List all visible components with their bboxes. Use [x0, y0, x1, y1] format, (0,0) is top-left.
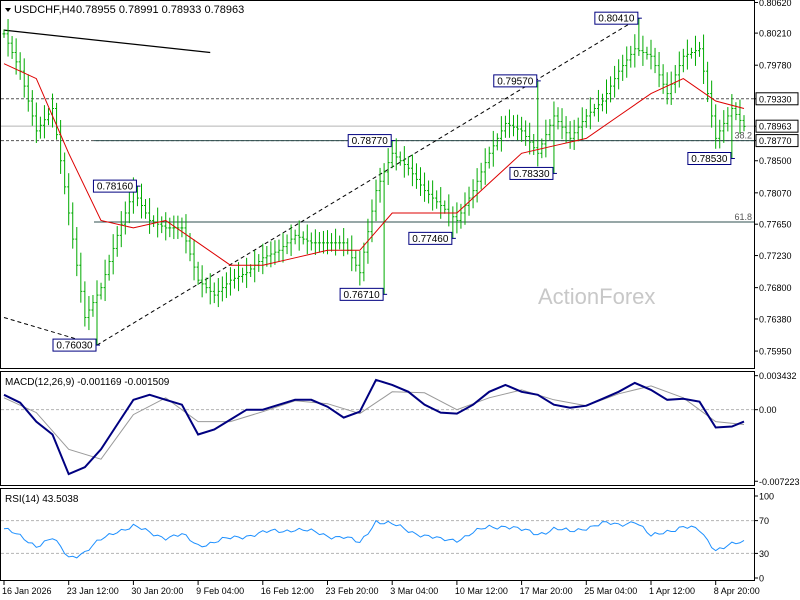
- moving-average-line: [3, 63, 745, 266]
- time-axis: 16 Jan 2026 23 Jan 12:00 30 Jan 20:00 9 Feb…: [2, 581, 760, 596]
- pivot-label: 0.76710: [344, 290, 381, 301]
- price-axis-label: 0.77650: [759, 220, 792, 230]
- trendline: [96, 17, 640, 346]
- pivot-label-box: [493, 74, 538, 88]
- pivot-label-box: [92, 179, 137, 193]
- price-axis-label: 0.78070: [759, 188, 792, 198]
- rsi-axis-label: 70: [759, 516, 769, 526]
- pivot-label-box: [509, 166, 554, 180]
- time-axis-label: 8 Apr 20:00: [714, 586, 760, 596]
- price-axis-label: 0.80620: [759, 0, 792, 8]
- pivot-label: 0.78770: [352, 136, 389, 147]
- pivot-label: 0.80410: [598, 14, 635, 25]
- rsi-axis-label: 30: [759, 549, 769, 559]
- price-marker-label: 0.78770: [759, 136, 792, 146]
- pivot-label: 0.77460: [412, 234, 449, 245]
- pivot-label-box: [347, 134, 392, 148]
- price-marker-label: 0.79330: [759, 94, 792, 104]
- price-marker-box: [755, 134, 799, 148]
- macd-panel[interactable]: [0, 371, 755, 486]
- macd-axis-label: 0.003432: [759, 371, 797, 381]
- pivot-label-box: [687, 152, 732, 166]
- watermark: ActionForex: [538, 284, 655, 309]
- pivot-label-box: [408, 231, 453, 245]
- time-axis-label: 30 Jan 20:00: [131, 586, 183, 596]
- pivot-label-box: [339, 287, 384, 301]
- pivot-label-box: [594, 11, 639, 25]
- time-axis-label: 3 Mar 04:00: [390, 586, 438, 596]
- time-axis-label: 10 Mar 12:00: [455, 586, 508, 596]
- time-axis-label: 23 Feb 20:00: [325, 586, 378, 596]
- price-marker-label: 0.78963: [759, 122, 792, 132]
- trendline: [3, 29, 211, 54]
- rsi-title: RSI(14) 43.5038: [5, 494, 79, 505]
- rsi-panel[interactable]: [0, 488, 755, 581]
- time-axis-label: 23 Jan 12:00: [67, 586, 119, 596]
- rsi-line: [3, 519, 745, 559]
- price-axis-label: 0.77230: [759, 251, 792, 261]
- rsi-plot: 100 70 30 0: [1, 492, 774, 584]
- time-axis-label: 16 Feb 12:00: [261, 586, 314, 596]
- time-axis-label: 1 Apr 12:00: [649, 586, 695, 596]
- price-axis-label: 0.75950: [759, 347, 792, 357]
- price-plot: 38.2 61.8 0.80410 0.79570 0.78770 0.78330 0.78…: [1, 11, 754, 352]
- pivot-label: 0.78160: [97, 182, 134, 193]
- time-axis-label: 25 Mar 04:00: [584, 586, 637, 596]
- pivot-label: 0.76030: [56, 341, 93, 352]
- price-axis-label: 0.80210: [759, 29, 792, 39]
- fibonacci-label: 61.8: [734, 212, 752, 222]
- price-axis-label: 0.76380: [759, 314, 792, 324]
- price-marker-box: [755, 92, 799, 106]
- macd-axis-label: 0.00: [759, 405, 777, 415]
- price-marker-box: [755, 119, 799, 133]
- price-axis: 0.80620 0.80210 0.79780 0.79330 0.78963 0.787…: [754, 0, 799, 357]
- price-axis-label: 0.78500: [759, 156, 792, 166]
- time-axis-label: 16 Jan 2026: [2, 586, 52, 596]
- ohlc-values: 0.78955 0.78991 0.78933 0.78963: [76, 4, 244, 16]
- macd-signal-line: [3, 385, 745, 460]
- macd-axis-label: -0.007223: [759, 477, 800, 487]
- pivot-label: 0.78530: [691, 154, 728, 165]
- pivot-label: 0.79570: [497, 76, 534, 87]
- time-axis-label: 17 Mar 20:00: [520, 586, 573, 596]
- time-axis-label: 9 Feb 04:00: [196, 586, 244, 596]
- triangle-down-icon[interactable]: [5, 8, 11, 12]
- macd-title: MACD(12,26,9) -0.001169 -0.001509: [5, 377, 170, 388]
- macd-plot: 0.003432 0.00 -0.007223: [1, 371, 800, 487]
- macd-line: [3, 378, 745, 476]
- pivot-label-box: [52, 338, 97, 352]
- price-axis-label: 0.79780: [759, 61, 792, 71]
- rsi-axis-label: 0: [759, 574, 764, 584]
- symbol-label: USDCHF,H4: [14, 4, 76, 16]
- price-axis-label: 0.76800: [759, 283, 792, 293]
- fibonacci-label: 38.2: [734, 131, 752, 141]
- rsi-axis-label: 100: [759, 492, 774, 502]
- pivot-label: 0.78330: [513, 169, 550, 180]
